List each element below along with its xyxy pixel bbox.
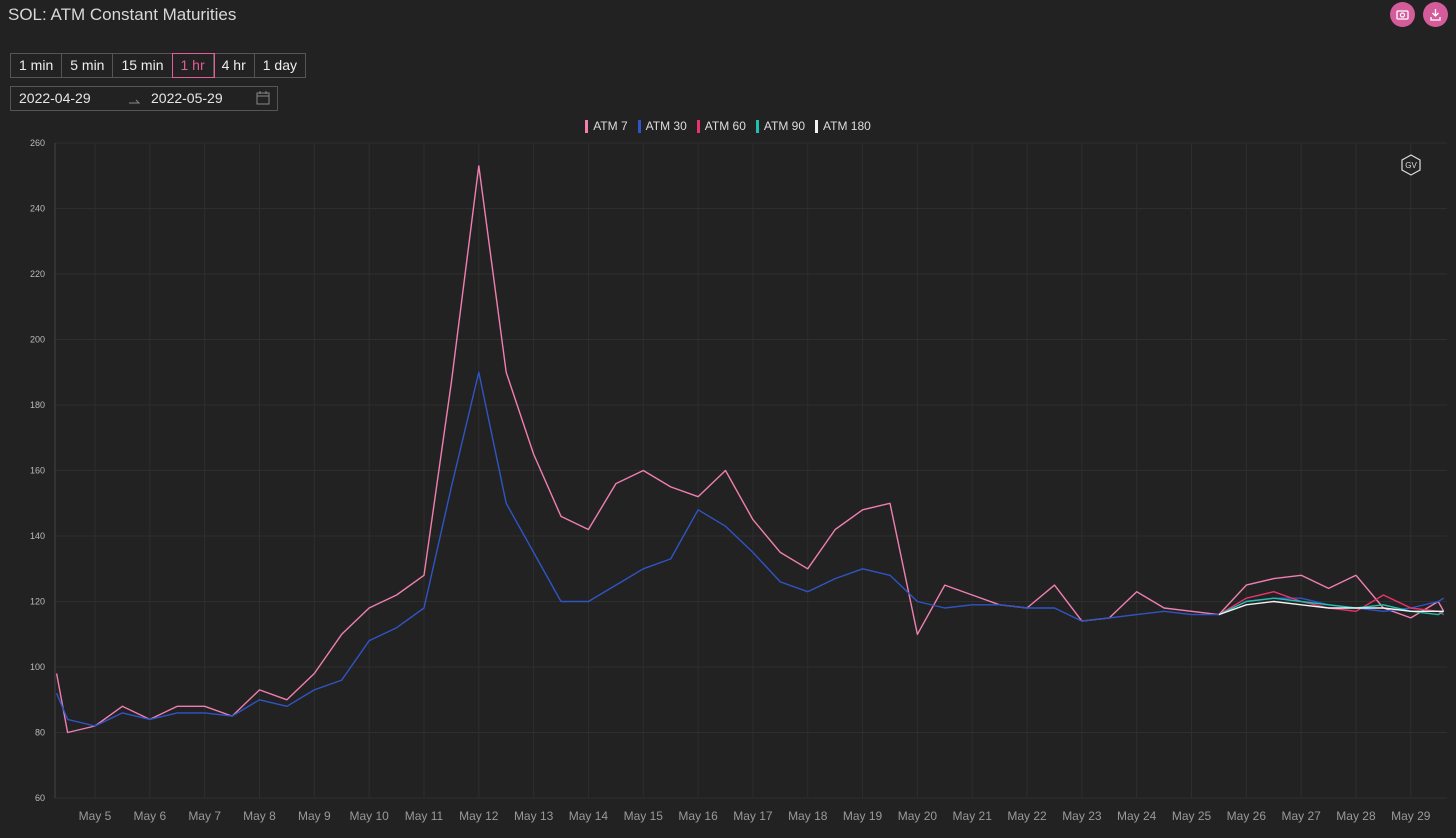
date-from: 2022-04-29 xyxy=(19,90,91,106)
interval-button[interactable]: 4 hr xyxy=(214,54,255,77)
watermark: GV xyxy=(1401,154,1421,176)
x-tick-label: May 28 xyxy=(1336,809,1376,823)
x-tick-label: May 10 xyxy=(349,809,389,823)
legend-label: ATM 7 xyxy=(593,119,628,133)
legend-swatch xyxy=(637,119,641,133)
date-range[interactable]: 2022-04-29 2022-05-29 xyxy=(10,86,278,111)
series-line xyxy=(55,371,1445,727)
legend-item[interactable]: ATM 7 xyxy=(585,119,628,133)
x-tick-label: May 12 xyxy=(459,809,499,823)
legend-swatch xyxy=(755,119,759,133)
x-tick-label: May 7 xyxy=(188,809,221,823)
x-tick-label: May 23 xyxy=(1062,809,1102,823)
interval-selector: 1 min 5 min 15 min 1 hr 4 hr 1 day xyxy=(10,53,306,78)
x-tick-label: May 5 xyxy=(79,809,112,823)
camera-button[interactable] xyxy=(1390,2,1415,27)
x-tick-label: May 8 xyxy=(243,809,276,823)
y-tick-label: 220 xyxy=(30,269,45,279)
legend-swatch xyxy=(585,119,589,133)
x-tick-label: May 11 xyxy=(405,809,444,823)
legend-item[interactable]: ATM 30 xyxy=(637,119,687,133)
x-tick-label: May 14 xyxy=(569,809,609,823)
interval-button[interactable]: 1 min xyxy=(11,54,63,77)
page-title: SOL: ATM Constant Maturities xyxy=(8,5,237,24)
watermark-hex xyxy=(1401,154,1421,176)
legend-label: ATM 90 xyxy=(763,119,806,133)
y-tick-label: 120 xyxy=(30,597,45,607)
x-tick-label: May 21 xyxy=(953,809,993,823)
legend-item[interactable]: ATM 180 xyxy=(815,119,871,133)
y-tick-label: 240 xyxy=(30,204,45,214)
series-line xyxy=(1218,597,1445,616)
camera-icon xyxy=(1396,10,1409,20)
y-tick-label: 80 xyxy=(35,728,45,738)
x-tick-label: May 26 xyxy=(1227,809,1267,823)
series-line xyxy=(1218,600,1444,616)
y-tick-label: 160 xyxy=(30,466,45,476)
download-icon xyxy=(1430,9,1441,21)
legend-label: ATM 30 xyxy=(645,119,687,133)
date-to: 2022-05-29 xyxy=(151,90,223,106)
y-tick-label: 100 xyxy=(30,662,45,672)
x-tick-label: May 13 xyxy=(514,809,554,823)
series-line xyxy=(55,165,1445,734)
x-tick-label: May 27 xyxy=(1281,809,1321,823)
y-tick-label: 140 xyxy=(30,531,45,541)
range-arrow xyxy=(129,99,141,104)
series-line xyxy=(1218,591,1445,616)
x-tick-label: May 16 xyxy=(678,809,718,823)
x-tick-label: May 29 xyxy=(1391,809,1431,823)
watermark-text: GV xyxy=(1405,161,1417,170)
legend-swatch xyxy=(815,119,819,133)
x-tick-label: May 19 xyxy=(843,809,883,823)
interval-button[interactable]: 15 min xyxy=(113,54,173,77)
x-tick-label: May 24 xyxy=(1117,809,1157,823)
interval-button[interactable]: 5 min xyxy=(62,54,114,77)
interval-button[interactable]: 1 hr xyxy=(171,53,215,78)
calendar-icon xyxy=(256,91,270,105)
legend: ATM 7 ATM 30 ATM 60 ATM 90 ATM 180 xyxy=(0,119,1456,133)
legend-label: ATM 60 xyxy=(704,119,746,133)
x-tick-label: May 20 xyxy=(898,809,938,823)
x-tick-label: May 25 xyxy=(1172,809,1212,823)
y-tick-label: 60 xyxy=(35,793,45,803)
y-tick-label: 200 xyxy=(30,335,45,345)
x-tick-label: May 18 xyxy=(788,809,828,823)
y-tick-label: 180 xyxy=(30,400,45,410)
interval-button[interactable]: 1 day xyxy=(262,57,297,73)
x-tick-label: May 9 xyxy=(298,809,331,823)
legend-label: ATM 180 xyxy=(823,119,871,133)
y-tick-label: 260 xyxy=(30,138,45,148)
x-tick-label: May 17 xyxy=(733,809,773,823)
download-button[interactable] xyxy=(1423,2,1448,27)
x-tick-label: May 22 xyxy=(1007,809,1047,823)
legend-item[interactable]: ATM 90 xyxy=(755,119,806,133)
x-tick-label: May 15 xyxy=(624,809,664,823)
legend-item[interactable]: ATM 60 xyxy=(696,119,746,133)
x-tick-label: May 6 xyxy=(134,809,167,823)
legend-swatch xyxy=(696,119,700,133)
